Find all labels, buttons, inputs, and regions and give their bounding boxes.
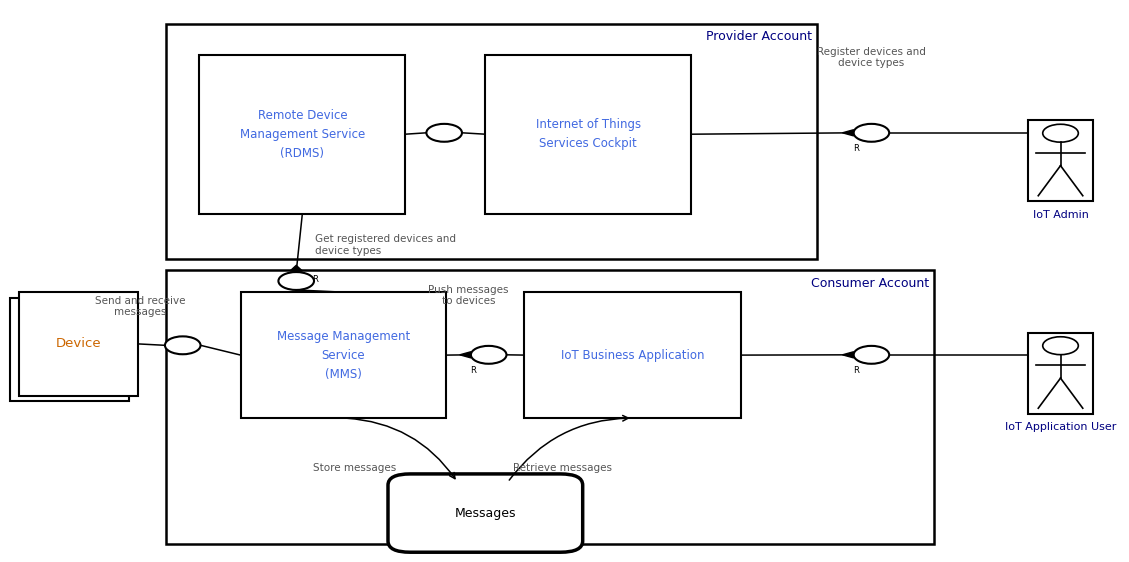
Text: Push messages
to devices: Push messages to devices xyxy=(428,284,509,306)
Text: IoT Admin: IoT Admin xyxy=(1033,210,1088,220)
Circle shape xyxy=(427,124,462,142)
Polygon shape xyxy=(842,130,854,136)
Text: R: R xyxy=(852,144,859,153)
Bar xyxy=(240,292,446,418)
Text: R: R xyxy=(312,275,317,284)
Text: R: R xyxy=(852,366,859,375)
Text: Retrieve messages: Retrieve messages xyxy=(514,463,612,473)
Text: IoT Business Application: IoT Business Application xyxy=(561,348,704,361)
Bar xyxy=(19,292,138,396)
Text: Get registered devices and
device types: Get registered devices and device types xyxy=(315,234,456,256)
Text: Internet of Things
Services Cockpit: Internet of Things Services Cockpit xyxy=(535,118,641,150)
Text: IoT Application User: IoT Application User xyxy=(1005,422,1117,432)
Circle shape xyxy=(471,346,507,364)
Bar xyxy=(485,55,691,214)
Bar xyxy=(1029,120,1093,201)
Bar xyxy=(1029,333,1093,414)
Circle shape xyxy=(1043,124,1078,142)
Polygon shape xyxy=(842,352,854,358)
Text: R: R xyxy=(470,366,476,375)
Text: Messages: Messages xyxy=(455,506,516,520)
Bar xyxy=(10,298,130,401)
Text: Register devices and
device types: Register devices and device types xyxy=(817,47,926,69)
Bar xyxy=(524,292,742,418)
Text: Consumer Account: Consumer Account xyxy=(811,277,929,289)
Text: Send and receive
messages: Send and receive messages xyxy=(95,296,185,318)
Circle shape xyxy=(1043,337,1078,355)
Text: Remote Device
Management Service
(RDMS): Remote Device Management Service (RDMS) xyxy=(239,108,365,160)
Circle shape xyxy=(279,272,314,290)
Bar xyxy=(166,270,934,544)
Circle shape xyxy=(854,346,890,364)
Text: Message Management
Service
(MMS): Message Management Service (MMS) xyxy=(277,329,410,380)
FancyBboxPatch shape xyxy=(388,474,583,552)
Circle shape xyxy=(165,337,201,354)
Circle shape xyxy=(854,124,890,142)
Bar xyxy=(200,55,405,214)
Bar xyxy=(166,24,817,259)
Text: Device: Device xyxy=(56,337,102,351)
Text: Provider Account: Provider Account xyxy=(707,30,813,43)
Polygon shape xyxy=(290,265,303,271)
Text: Store messages: Store messages xyxy=(313,463,396,473)
Polygon shape xyxy=(460,352,471,358)
